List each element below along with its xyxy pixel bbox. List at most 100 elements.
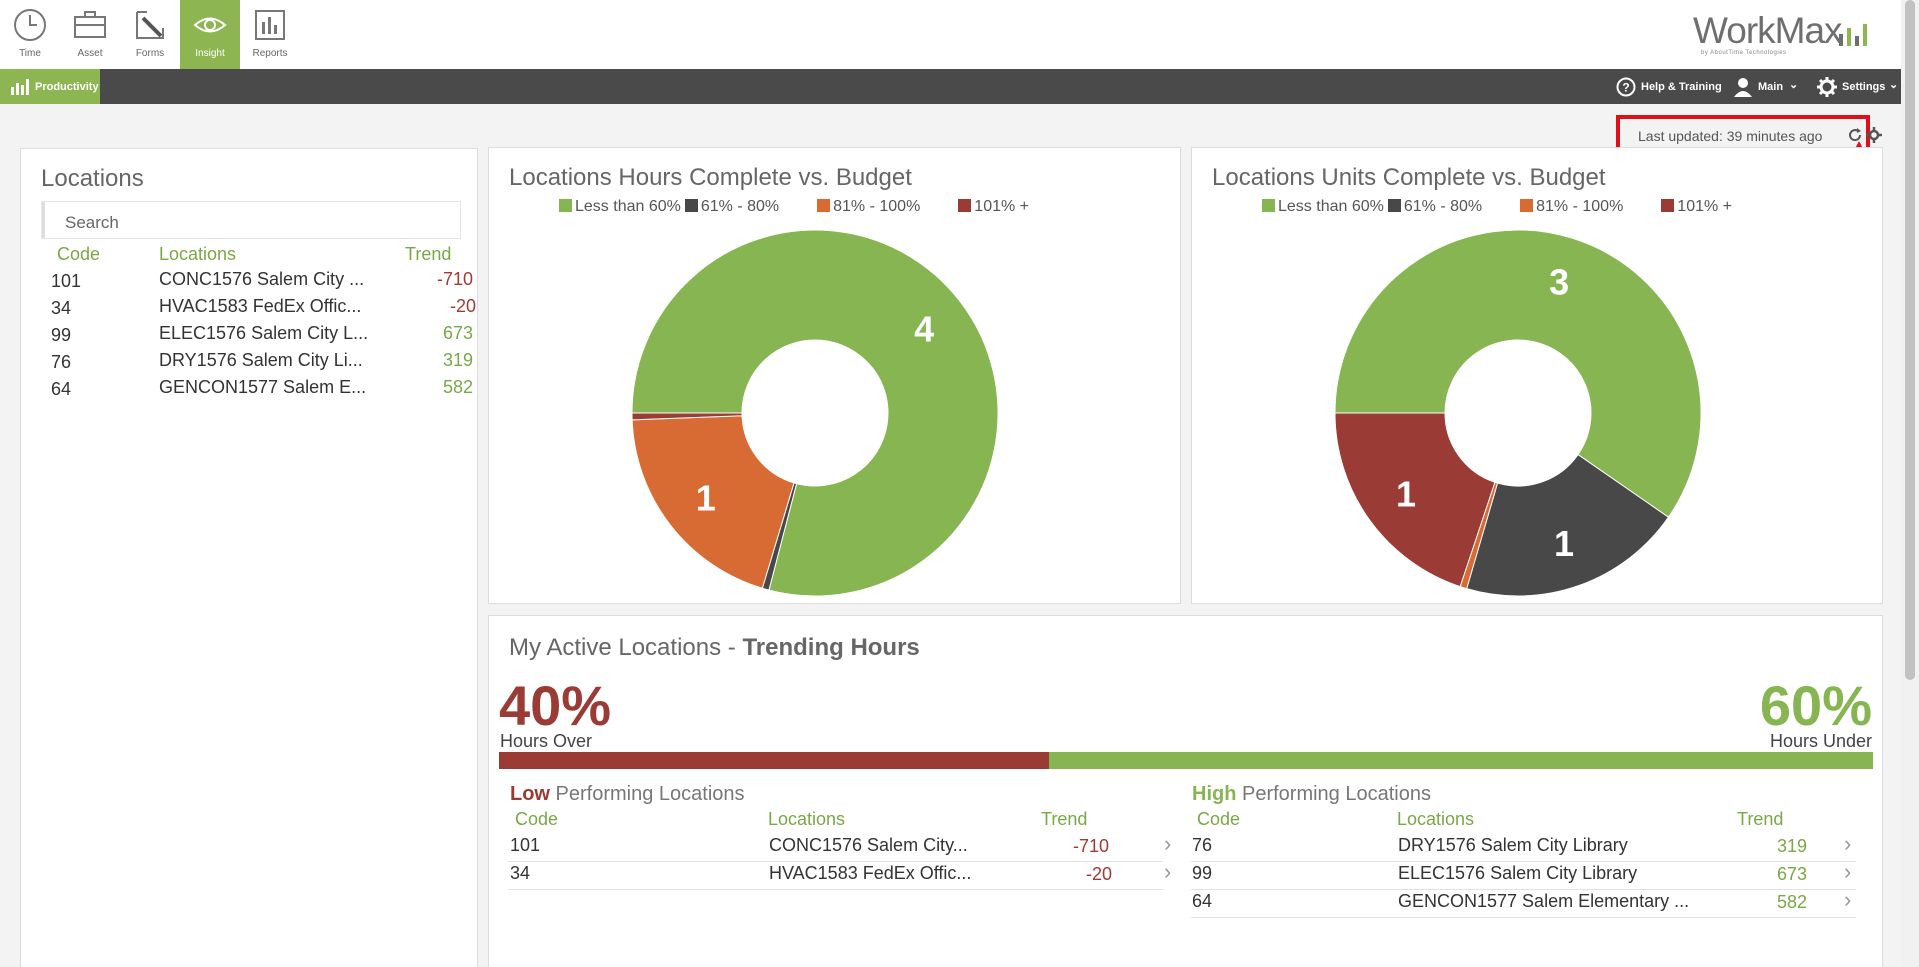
legend-item[interactable]: 61% - 80%	[684, 198, 780, 215]
legend-item[interactable]: Less than 60%	[559, 198, 681, 215]
nav-tab-label: Asset	[77, 48, 103, 59]
row-location: CONC1576 Salem City...	[769, 835, 968, 855]
units-chart-legend: Less than 60% 61% - 80% 81% - 100% 101% +	[1262, 198, 1746, 216]
units-donut-chart: 3 1 1	[1334, 229, 1702, 597]
hours-under-label: Hours Under	[1769, 731, 1872, 751]
column-header-code[interactable]: Code	[57, 244, 101, 264]
settings-menu[interactable]: Settings ⌄	[1817, 69, 1898, 104]
pencil-icon	[136, 11, 164, 39]
legend-label: 101% +	[974, 198, 1030, 215]
nav-tab-label: Time	[19, 48, 41, 59]
donut-slice-1[interactable]	[1334, 229, 1702, 518]
low-title-rest: Performing Locations	[550, 783, 745, 805]
help-icon: ?	[1616, 77, 1636, 97]
high-header-trend[interactable]: Trend	[1737, 809, 1784, 829]
chevron-right-icon[interactable]: ›	[1164, 859, 1172, 884]
scrollbar-thumb[interactable]	[1905, 0, 1915, 680]
locations-panel-title: Locations	[41, 165, 144, 192]
row-trend: -20	[1086, 864, 1113, 884]
legend-item[interactable]: 101% +	[1661, 198, 1732, 215]
nav-tab-forms[interactable]: Forms	[120, 0, 180, 69]
low-performing-title: Low Performing Locations	[510, 783, 745, 806]
donut-slice-3[interactable]	[631, 415, 795, 589]
donut-slice-2[interactable]	[1466, 453, 1670, 597]
chevron-right-icon[interactable]: ›	[1844, 859, 1852, 884]
nav-tab-time[interactable]: Time	[0, 0, 60, 69]
row-trend: -710	[437, 269, 474, 289]
legend-item[interactable]: 81% - 100%	[1520, 198, 1623, 215]
legend-swatch	[559, 199, 572, 212]
row-location: HVAC1583 FedEx Offic...	[769, 863, 972, 883]
legend-item[interactable]: 61% - 80%	[1387, 198, 1482, 215]
donut-data-label: 3	[1549, 261, 1569, 302]
user-menu[interactable]: Main ⌄	[1733, 69, 1803, 104]
row-location: DRY1576 Salem City Library	[1398, 835, 1628, 855]
units-chart-title: Locations Units Complete vs. Budget	[1212, 164, 1606, 191]
high-title-bold: High	[1192, 783, 1237, 805]
row-location: ELEC1576 Salem City L...	[159, 323, 369, 343]
page-scrollbar[interactable]	[1901, 0, 1919, 967]
low-header-code[interactable]: Code	[515, 809, 559, 829]
locations-search-input[interactable]: Search	[41, 201, 461, 239]
legend-label: 81% - 100%	[1536, 198, 1624, 215]
user-label: Main	[1758, 81, 1784, 93]
legend-swatch	[958, 199, 972, 212]
refresh-icon[interactable]	[1847, 127, 1863, 143]
row-code: 76	[51, 352, 72, 372]
legend-swatch	[1387, 199, 1401, 212]
legend-label: 81% - 100%	[833, 198, 921, 215]
row-code: 34	[510, 863, 531, 883]
row-code: 101	[51, 271, 82, 291]
hours-under-percent: 60%	[1759, 674, 1872, 737]
low-header-locations[interactable]: Locations	[768, 809, 846, 829]
row-divider	[508, 889, 1163, 890]
chevron-right-icon[interactable]: ›	[1164, 831, 1172, 856]
legend-label: 61% - 80%	[700, 198, 780, 215]
row-trend: -710	[1073, 836, 1110, 856]
low-header-trend[interactable]: Trend	[1041, 809, 1088, 829]
legend-item[interactable]: 81% - 100%	[817, 198, 920, 215]
row-trend: 582	[1777, 892, 1808, 912]
hours-over-label: Hours Over	[500, 731, 593, 751]
chevron-right-icon[interactable]: ›	[1844, 831, 1852, 856]
tab-productivity[interactable]: Productivity	[0, 69, 100, 104]
nav-tab-reports[interactable]: Reports	[240, 0, 300, 69]
donut-slice-4[interactable]	[631, 412, 743, 421]
legend-swatch	[817, 199, 831, 212]
row-code: 99	[1192, 863, 1213, 883]
panel-settings-gear-icon[interactable]	[1866, 127, 1882, 143]
locations-panel: Locations Search Code Locations Trend 10…	[20, 148, 478, 967]
trending-title-bold: Trending Hours	[742, 634, 920, 661]
legend-item[interactable]: 101% +	[958, 198, 1029, 215]
row-code: 99	[51, 325, 72, 345]
top-navigation-bar: Time Asset Forms Insight Reports WorkMax…	[0, 0, 1901, 69]
row-trend: -20	[450, 296, 477, 316]
high-header-locations[interactable]: Locations	[1397, 809, 1475, 829]
bar-chart-icon	[255, 10, 285, 40]
help-training-menu[interactable]: ? Help & Training	[1616, 69, 1728, 104]
gear-icon	[1817, 77, 1837, 97]
nav-tab-asset[interactable]: Asset	[60, 0, 120, 69]
row-location: DRY1576 Salem City Li...	[159, 350, 363, 370]
donut-slice-1[interactable]	[631, 229, 999, 597]
row-trend: 319	[1777, 836, 1808, 856]
chevron-right-icon[interactable]: ›	[1844, 887, 1852, 912]
column-header-locations[interactable]: Locations	[159, 244, 237, 264]
hours-over-fill	[499, 752, 1049, 769]
donut-slice-4[interactable]	[1334, 412, 1496, 588]
low-title-bold: Low	[510, 783, 550, 805]
units-chart-panel: Locations Units Complete vs. Budget Less…	[1191, 147, 1883, 604]
row-code: 34	[51, 298, 72, 318]
column-header-trend[interactable]: Trend	[405, 244, 452, 264]
nav-tab-label: Insight	[195, 48, 225, 59]
legend-item[interactable]: Less than 60%	[1262, 198, 1384, 215]
donut-data-label: 1	[1396, 474, 1416, 515]
high-header-code[interactable]: Code	[1197, 809, 1241, 829]
row-location: HVAC1583 FedEx Offic...	[159, 296, 362, 316]
search-placeholder: Search	[65, 213, 119, 232]
row-divider	[1191, 861, 1856, 862]
trending-title: My Active Locations - Trending Hours	[509, 634, 920, 662]
high-title-rest: Performing Locations	[1236, 783, 1431, 805]
nav-tab-insight[interactable]: Insight	[180, 0, 240, 69]
legend-swatch	[684, 199, 698, 212]
